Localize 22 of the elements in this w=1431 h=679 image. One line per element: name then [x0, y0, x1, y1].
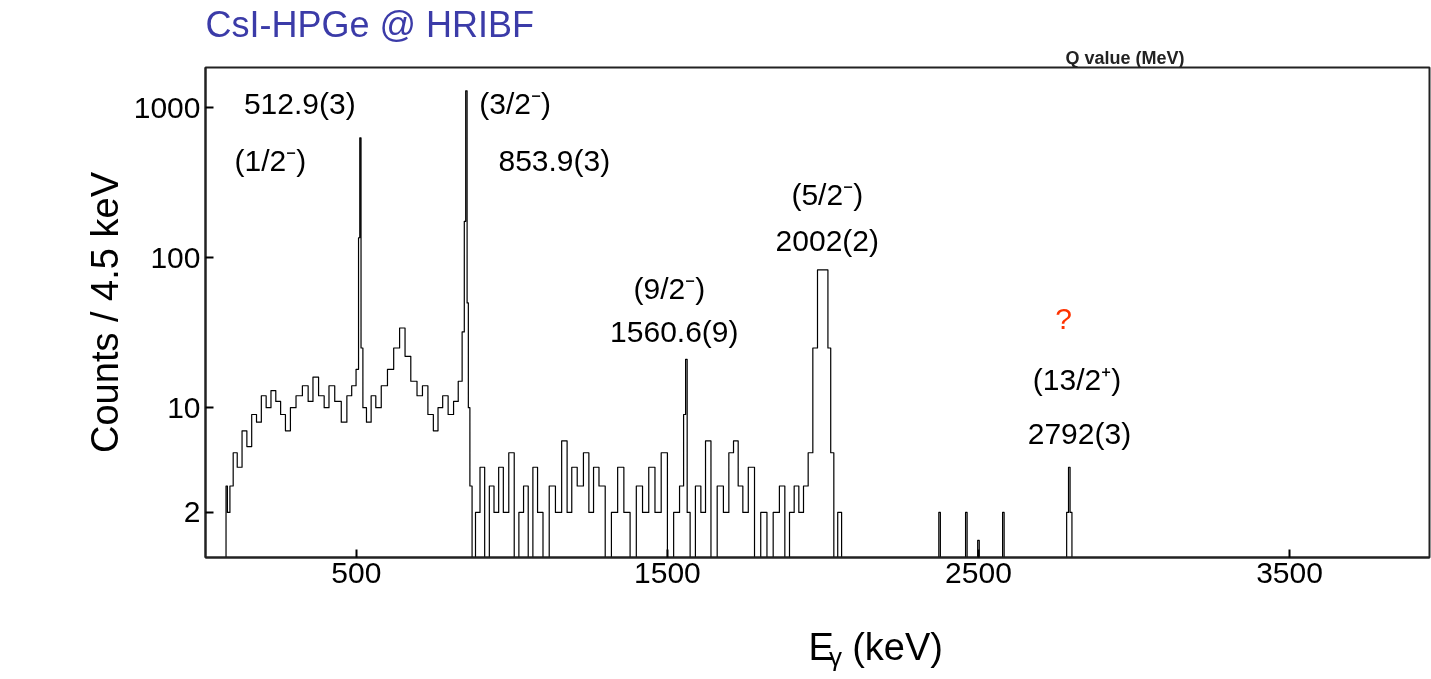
y-axis-title: Counts / 4.5 keV	[83, 171, 126, 453]
y-tick-label: 10	[167, 390, 201, 424]
annotation: 2002(2)	[775, 223, 879, 257]
annotation: 2792(3)	[1027, 416, 1132, 450]
annotation: 853.9(3)	[498, 144, 611, 178]
annotation: (5/2⁻)	[791, 178, 864, 212]
annotation: (13/2⁺)	[1032, 362, 1122, 396]
chart-title: CsI-HPGe @ HRIBF	[205, 3, 535, 45]
x-tick-label: 2500	[945, 555, 1012, 589]
annotation: (9/2⁻)	[633, 271, 706, 305]
annotation: Q value (MeV)	[1065, 47, 1185, 68]
x-tick-label: 500	[331, 555, 382, 589]
x-tick-label: 3500	[1256, 555, 1323, 589]
annotation: 1560.6(9)	[610, 315, 739, 349]
annotation: (3/2⁻)	[479, 87, 552, 121]
y-tick-label: 2	[183, 495, 201, 529]
annotation: (1/2⁻)	[234, 144, 307, 178]
y-tick-label: 1000	[133, 90, 201, 124]
annotation: ?	[1055, 301, 1072, 335]
x-tick-label: 1500	[634, 555, 701, 589]
y-tick-label: 100	[150, 240, 201, 274]
annotation: 512.9(3)	[243, 87, 356, 121]
